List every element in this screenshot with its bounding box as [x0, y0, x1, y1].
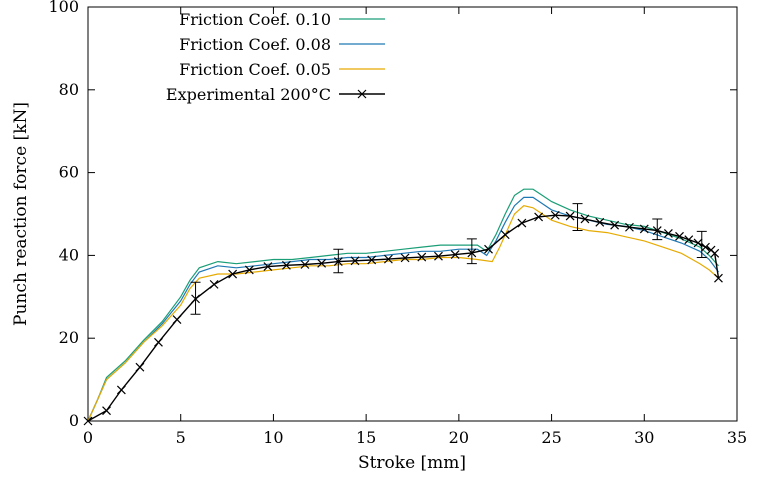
- legend-label-0: Friction Coef. 0.10: [179, 10, 331, 29]
- data-point-marker: [484, 244, 493, 254]
- data-point-marker: [300, 260, 310, 269]
- data-point-marker: [710, 248, 720, 258]
- data-point-marker: [550, 210, 560, 220]
- data-point-marker: [350, 256, 360, 266]
- y-tick-label: 100: [48, 0, 79, 16]
- y-tick-label: 0: [69, 411, 79, 430]
- series-line-1: [87, 196, 719, 422]
- data-point-marker: [580, 214, 590, 224]
- data-point-marker: [693, 238, 703, 248]
- y-tick-label: 60: [59, 163, 79, 182]
- data-point-marker: [83, 416, 93, 426]
- data-point-marker: [116, 385, 126, 395]
- data-point-marker: [701, 242, 710, 252]
- data-point-marker: [663, 229, 673, 238]
- data-point-marker: [400, 253, 410, 263]
- data-point-marker: [684, 235, 694, 245]
- data-point-marker: [500, 230, 510, 240]
- data-point-marker: [625, 222, 634, 232]
- series-line-3: [87, 214, 720, 422]
- y-tick-label: 80: [59, 80, 79, 99]
- x-tick-label: 0: [83, 428, 93, 447]
- error-bar: [333, 248, 344, 274]
- x-tick-label: 25: [541, 428, 561, 447]
- data-point-marker: [244, 265, 254, 275]
- x-tick-label: 5: [176, 428, 186, 447]
- data-point-marker: [209, 279, 219, 289]
- series-line-2: [87, 205, 719, 422]
- data-point-marker: [675, 231, 684, 241]
- x-tick-label: 20: [449, 428, 469, 447]
- error-bar: [652, 218, 663, 241]
- data-point-marker: [450, 250, 460, 259]
- data-point-marker: [172, 315, 182, 324]
- series-line-0: [87, 188, 719, 422]
- data-point-marker: [417, 252, 427, 262]
- x-tick-label: 10: [263, 428, 283, 447]
- y-axis-label: Punch reaction force [kN]: [11, 102, 31, 326]
- error-bar: [696, 230, 707, 258]
- data-point-marker: [317, 258, 327, 268]
- data-point-marker: [595, 217, 605, 227]
- data-point-marker: [517, 218, 527, 228]
- y-tick-label: 40: [59, 245, 79, 264]
- error-bar: [466, 238, 477, 265]
- data-point-marker: [228, 269, 238, 279]
- data-point-marker: [367, 255, 377, 265]
- x-tick-label: 30: [634, 428, 654, 447]
- data-point-marker: [263, 262, 273, 272]
- data-point-marker: [383, 254, 393, 264]
- x-tick-label: 35: [727, 428, 747, 447]
- data-point-marker: [565, 211, 575, 221]
- legend-label-3: Experimental 200°C: [166, 85, 331, 104]
- data-point-marker: [135, 362, 145, 372]
- data-point-marker: [610, 220, 620, 230]
- legend-label-2: Friction Coef. 0.05: [179, 60, 331, 79]
- plot-frame: [87, 6, 738, 422]
- data-point-marker: [102, 406, 111, 416]
- data-point-marker: [534, 212, 544, 222]
- series-layer: [83, 188, 723, 426]
- data-point-marker: [434, 251, 443, 261]
- legend-marker-3: [357, 89, 367, 99]
- data-point-marker: [281, 260, 291, 270]
- tick-labels: 0 5 10 15 20 25 30 35 0 20 40 60 80 100: [48, 0, 747, 447]
- legend-label-1: Friction Coef. 0.08: [179, 35, 331, 54]
- y-tick-label: 20: [59, 328, 79, 347]
- data-point-marker: [154, 337, 163, 347]
- legend: Friction Coef. 0.10 Friction Coef. 0.08 Fr…: [166, 10, 385, 104]
- x-axis-label: Stroke [mm]: [358, 453, 466, 473]
- data-point-marker: [639, 224, 649, 234]
- error-bar: [572, 203, 583, 232]
- x-tick-label: 15: [356, 428, 376, 447]
- data-point-marker: [714, 273, 723, 283]
- error-bar: [190, 281, 201, 315]
